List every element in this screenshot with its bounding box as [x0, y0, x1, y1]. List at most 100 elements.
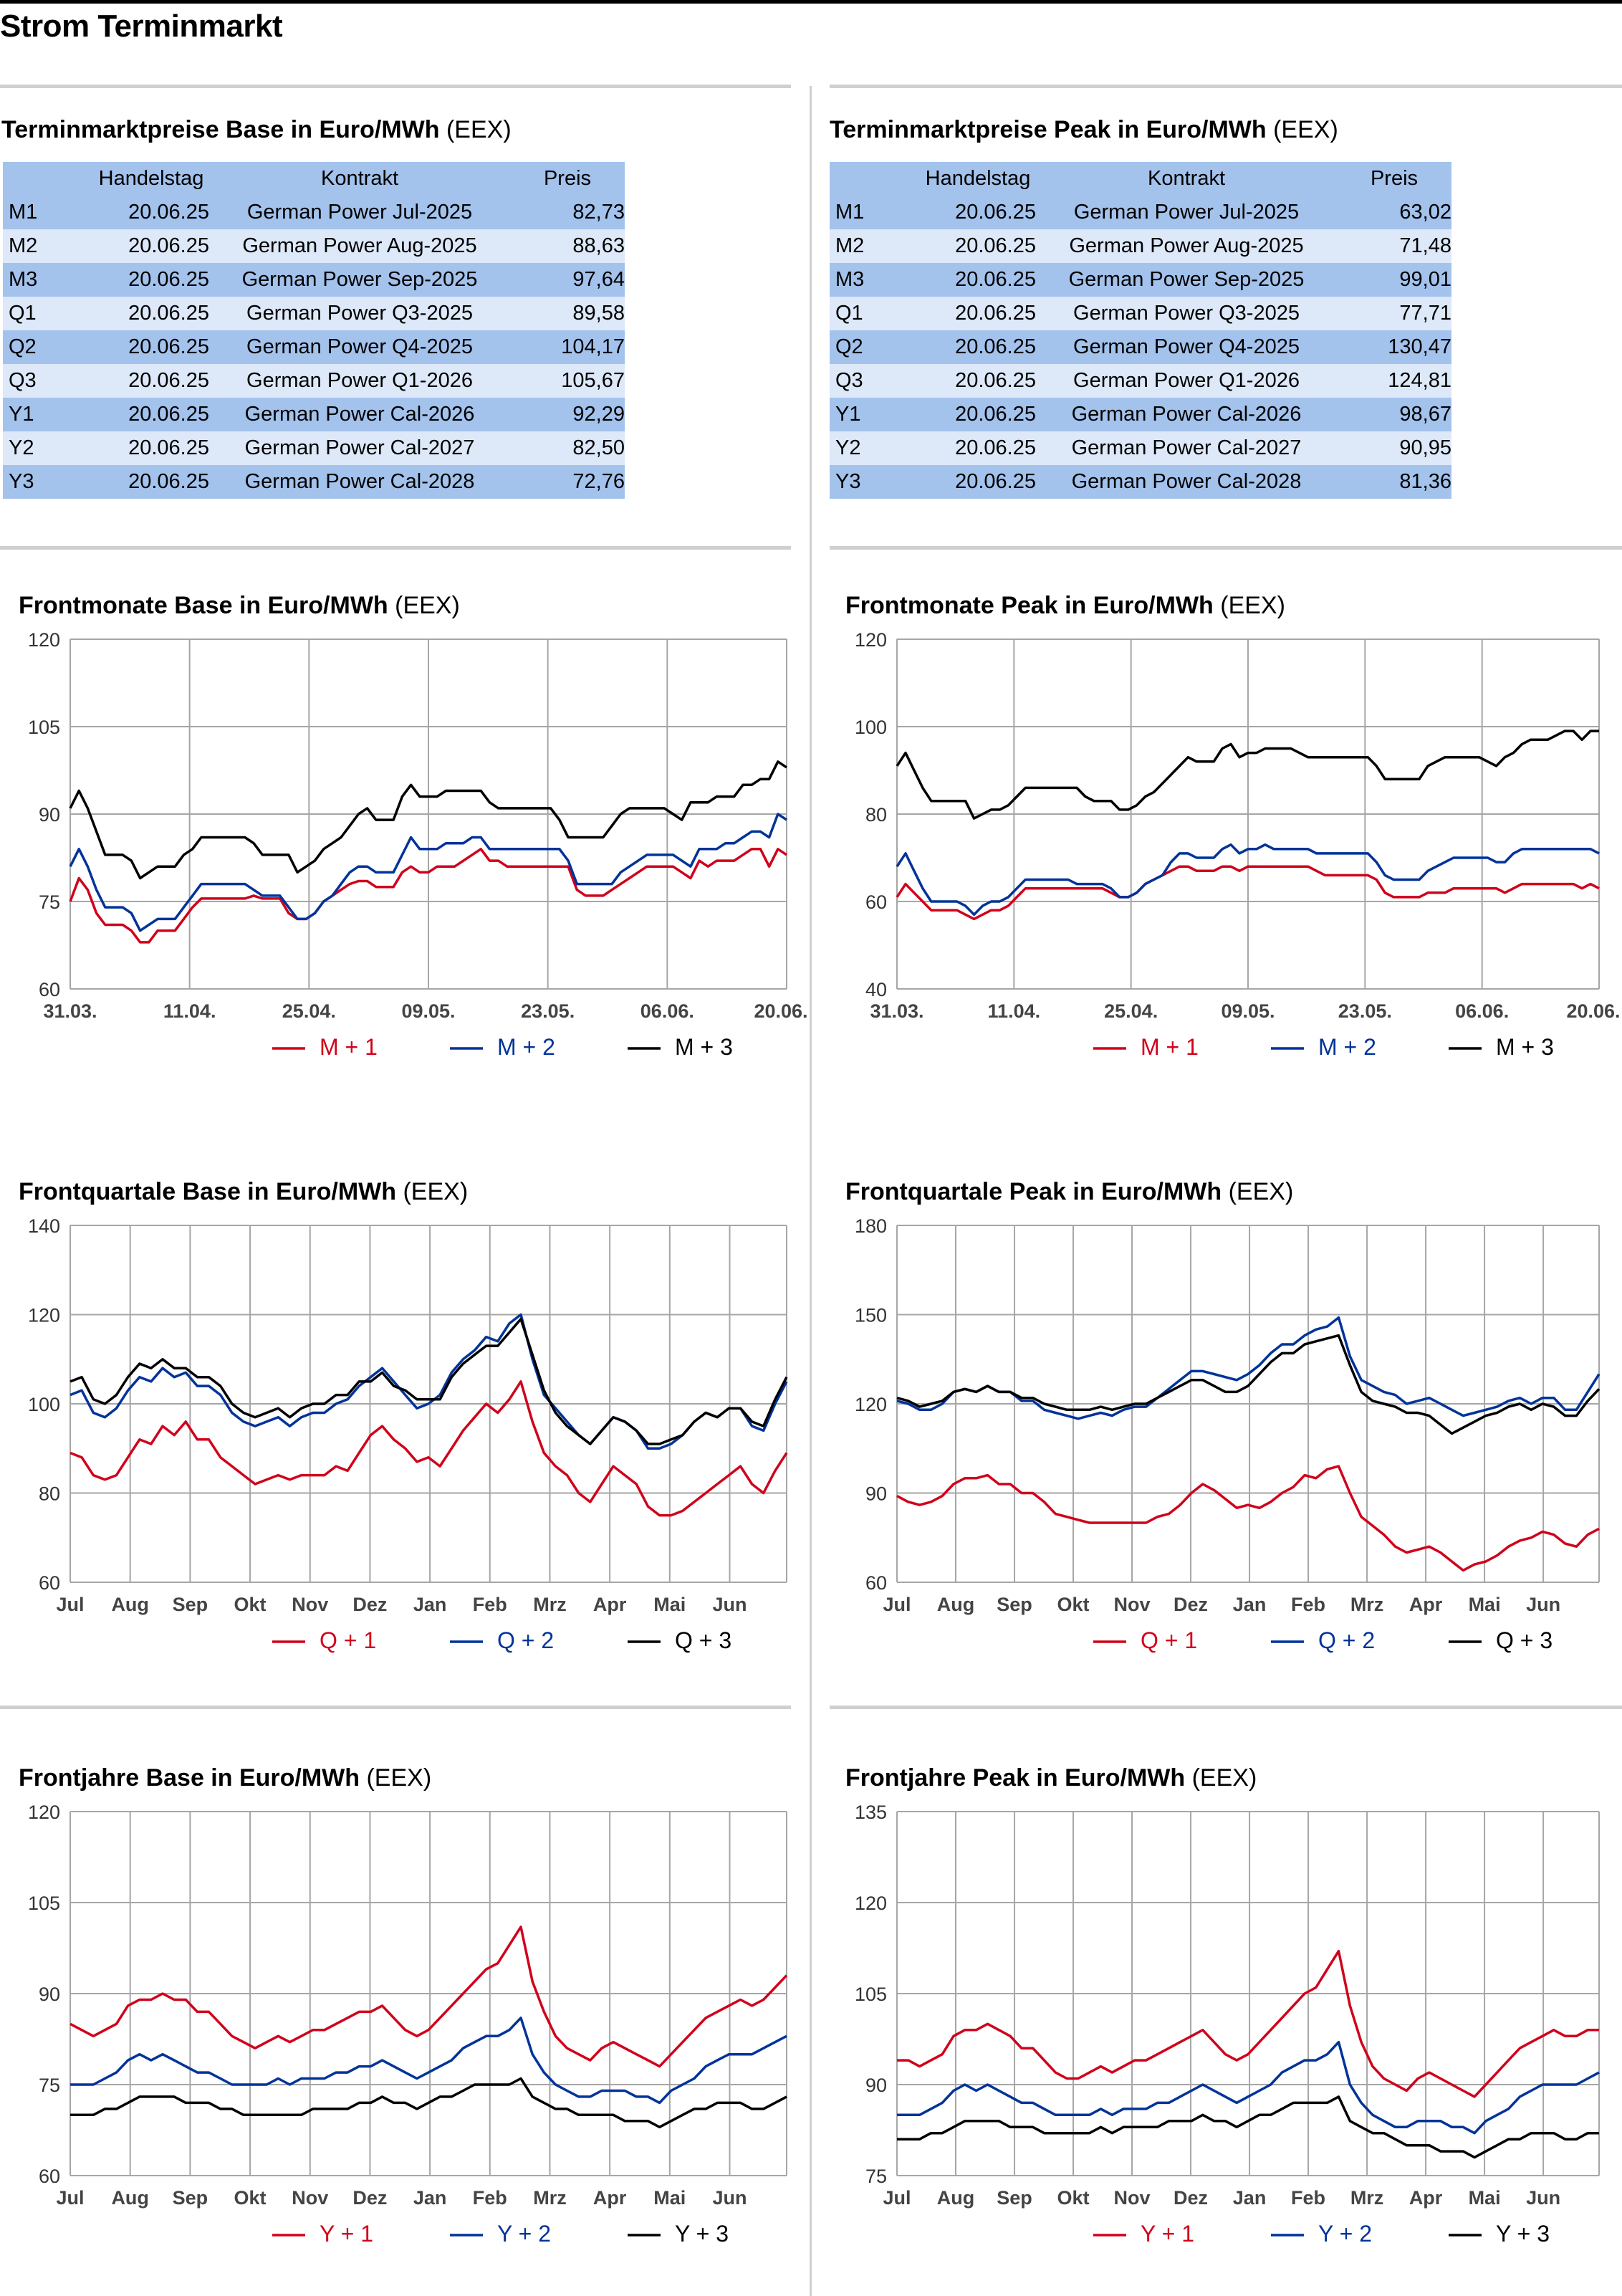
y-tick-label: 90 [865, 2075, 887, 2096]
table-cell: Y2 [830, 431, 920, 465]
y-tick-label: 100 [28, 1394, 60, 1415]
table-cell: 72,76 [510, 465, 625, 499]
table-header-row: Handelstag Kontrakt Preis [830, 162, 1451, 196]
table-source: (EEX) [1273, 116, 1338, 143]
table-title-peak: Terminmarktpreise Peak in Euro/MWh (EEX) [830, 116, 1338, 144]
x-tick-label: Sep [173, 1594, 208, 1615]
x-tick-label: Apr [1409, 2187, 1443, 2209]
x-tick-label: Nov [1114, 1594, 1151, 1615]
table-cell: 20.06.25 [93, 398, 209, 431]
chart-title: Frontquartale Base in Euro/MWh (EEX) [19, 1178, 468, 1205]
table-cell: 20.06.25 [920, 398, 1036, 431]
table-cell: 92,29 [510, 398, 625, 431]
table-row: Y2 20.06.25 German Power Cal-2027 90,95 [830, 431, 1451, 465]
table-cell: Q1 [830, 297, 920, 330]
legend-label: M + 2 [497, 1034, 555, 1060]
chart-frontmonate-base: Frontmonate Base in Euro/MWh (EEX) 60 75 90… [19, 592, 808, 1060]
chart-frontjahre-peak: Frontjahre Peak in Euro/MWh (EEX) 75 90 105… [845, 1764, 1600, 2247]
legend-label: Y + 2 [497, 2221, 551, 2247]
x-tick-label: Mai [653, 2187, 686, 2209]
series-line-1 [897, 1949, 1599, 2098]
column-header: Kontrakt [1036, 162, 1337, 196]
legend-label: Q + 3 [675, 1627, 731, 1653]
table-row: Q2 20.06.25 German Power Q4-2025 130,47 [830, 330, 1451, 364]
x-tick-label: 09.05. [1221, 1000, 1275, 1022]
chart-title: Frontquartale Peak in Euro/MWh (EEX) [845, 1178, 1293, 1205]
table-cell: 124,81 [1337, 364, 1451, 398]
legend-label: Y + 3 [675, 2221, 729, 2247]
table-row: M2 20.06.25 German Power Aug-2025 88,63 [3, 229, 625, 263]
x-tick-label: Sep [997, 2187, 1032, 2209]
y-tick-label: 80 [865, 804, 887, 826]
x-tick-label: Sep [997, 1594, 1032, 1615]
column-header [3, 162, 93, 196]
chart-source: (EEX) [1229, 1178, 1294, 1205]
x-tick-label: Apr [593, 1594, 627, 1615]
table-cell: German Power Q1-2026 [1036, 364, 1337, 398]
x-tick-label: Dez [352, 1594, 387, 1615]
column-header: Handelstag [93, 162, 209, 196]
legend-label: Q + 2 [497, 1627, 554, 1653]
legend-label: M + 1 [320, 1034, 378, 1060]
x-tick-label: Dez [1174, 1594, 1208, 1615]
chart-title: Frontmonate Base in Euro/MWh (EEX) [19, 592, 460, 619]
y-tick-label: 60 [865, 891, 887, 913]
x-tick-label: Dez [1174, 2187, 1208, 2209]
chart-frontquartale-peak: Frontquartale Peak in Euro/MWh (EEX) 60 90… [845, 1178, 1601, 1653]
table-cell: 20.06.25 [920, 364, 1036, 398]
table-cell: M3 [830, 263, 920, 297]
x-tick-label: Jul [56, 1594, 84, 1615]
x-tick-label: 31.03. [43, 1000, 97, 1022]
legend-label: M + 1 [1141, 1034, 1199, 1060]
x-tick-label: Jan [413, 1594, 447, 1615]
table-cell: 104,17 [510, 330, 625, 364]
x-tick-label: Okt [1057, 1594, 1090, 1615]
x-tick-label: 11.04. [163, 1000, 216, 1022]
section-separator [830, 1706, 1622, 1709]
series-line-2 [897, 2040, 1600, 2135]
x-tick-label: 06.06. [640, 1000, 694, 1022]
series-line-1 [896, 1465, 1600, 1572]
y-tick-label: 105 [855, 1984, 887, 2005]
table-cell: Q3 [830, 364, 920, 398]
table-cell: German Power Cal-2027 [1036, 431, 1337, 465]
series-line-2 [69, 813, 787, 932]
table-cell: Q2 [830, 330, 920, 364]
table-cell: 82,50 [510, 431, 625, 465]
series-line-1 [69, 1926, 788, 2068]
x-tick-label: 09.05. [401, 1000, 455, 1022]
series-line-2 [896, 843, 1600, 917]
table-cell: 20.06.25 [920, 330, 1036, 364]
series-line-1 [69, 848, 787, 944]
legend-label: Y + 1 [1141, 2221, 1194, 2247]
table-cell: 20.06.25 [920, 465, 1036, 499]
table-cell: German Power Q3-2025 [1036, 297, 1337, 330]
table-row: M1 20.06.25 German Power Jul-2025 63,02 [830, 196, 1451, 229]
series-line-3 [69, 760, 787, 880]
table-cell: Q2 [3, 330, 93, 364]
table-cell: German Power Cal-2027 [209, 431, 510, 465]
table-cell: 20.06.25 [93, 196, 209, 229]
table-row: Y1 20.06.25 German Power Cal-2026 98,67 [830, 398, 1451, 431]
series-line-3 [896, 1334, 1601, 1435]
x-tick-label: Jul [56, 2187, 84, 2209]
table-cell: Q1 [3, 297, 93, 330]
table-cell: German Power Cal-2026 [1036, 398, 1337, 431]
table-cell: 63,02 [1337, 196, 1451, 229]
series-line-1 [896, 865, 1600, 921]
chart-title: Frontmonate Peak in Euro/MWh (EEX) [845, 592, 1285, 619]
x-tick-label: Apr [1409, 1594, 1443, 1615]
table-row: Y2 20.06.25 German Power Cal-2027 82,50 [3, 431, 625, 465]
table-row: Q2 20.06.25 German Power Q4-2025 104,17 [3, 330, 625, 364]
x-tick-label: Jan [413, 2187, 447, 2209]
table-cell: 20.06.25 [920, 431, 1036, 465]
x-tick-label: Okt [1057, 2187, 1090, 2209]
table-row: Y3 20.06.25 German Power Cal-2028 72,76 [3, 465, 625, 499]
y-tick-label: 120 [28, 1305, 60, 1326]
table-row: Q1 20.06.25 German Power Q3-2025 77,71 [830, 297, 1451, 330]
table-cell: 89,58 [510, 297, 625, 330]
x-tick-label: Dez [352, 2187, 387, 2209]
y-tick-label: 90 [39, 804, 60, 826]
y-tick-label: 120 [855, 1893, 887, 1914]
legend-label: Y + 1 [320, 2221, 373, 2247]
